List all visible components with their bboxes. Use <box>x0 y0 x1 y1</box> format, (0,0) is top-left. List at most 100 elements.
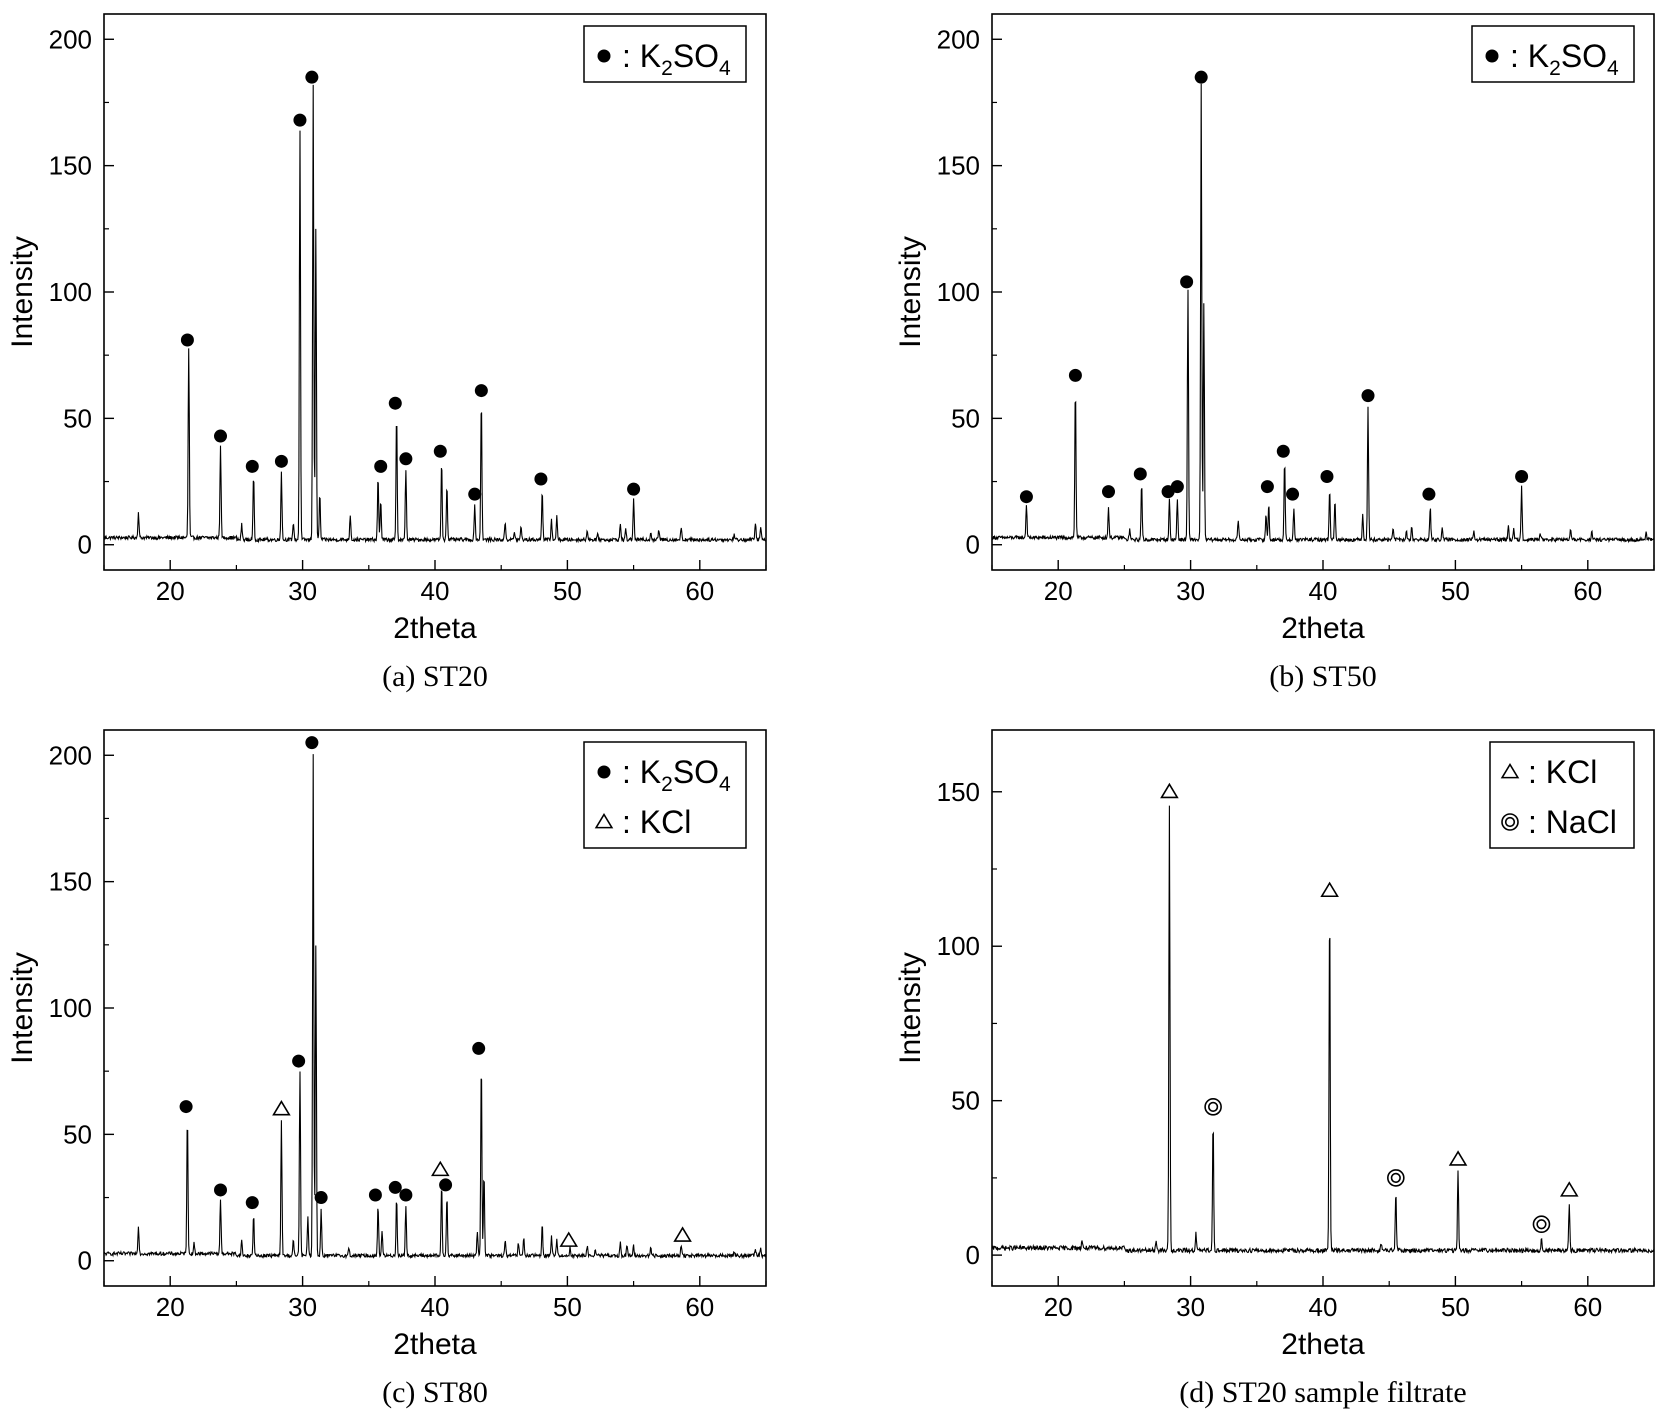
x-tick-label: 20 <box>156 576 185 606</box>
peak-marker-k2so4 <box>245 459 259 473</box>
legend-marker-kcl <box>594 812 614 829</box>
x-tick-label: 40 <box>1309 576 1338 606</box>
peak-marker-k2so4 <box>1276 444 1290 458</box>
x-tick-label: 50 <box>1441 576 1470 606</box>
peak-marker-k2so4 <box>1102 485 1116 499</box>
legend-label-kcl: : KCl <box>622 804 691 840</box>
x-tick-label: 20 <box>1044 576 1073 606</box>
x-tick-label: 20 <box>156 1292 185 1322</box>
peak-marker-k2so4 <box>245 1196 259 1210</box>
y-tick-label: 150 <box>49 867 92 897</box>
peak-marker-k2so4 <box>374 459 388 473</box>
peak-marker-kcl <box>431 1160 450 1177</box>
peak-marker-k2so4 <box>1019 490 1033 504</box>
y-tick-label: 200 <box>49 740 92 770</box>
peak-marker-k2so4 <box>314 1191 328 1205</box>
y-tick-label: 100 <box>937 277 980 307</box>
legend-label-k2so4: : K2SO4 <box>622 754 731 796</box>
y-axis-label: Intensity <box>894 952 927 1064</box>
peak-marker-kcl <box>272 1100 291 1116</box>
legend: : K2SO4 <box>1471 25 1635 83</box>
double-circle-inner <box>1504 816 1516 828</box>
peak-marker-kcl <box>673 1226 692 1242</box>
panel-caption: (b) ST50 <box>1269 660 1377 693</box>
peak-marker-k2so4 <box>534 472 548 486</box>
legend-box <box>1489 741 1635 849</box>
panel-caption: (a) ST20 <box>382 660 488 693</box>
peak-marker-k2so4 <box>388 1180 402 1194</box>
y-tick-label: 200 <box>49 24 92 54</box>
peak-marker-k2so4 <box>399 1188 413 1202</box>
x-tick-label: 50 <box>1441 1292 1470 1322</box>
y-tick-label: 150 <box>937 777 980 807</box>
y-tick-label: 0 <box>966 530 980 560</box>
x-tick-label: 60 <box>685 1292 714 1322</box>
peak-marker-k2so4 <box>214 429 228 443</box>
y-tick-label: 50 <box>951 403 980 433</box>
diffraction-trace <box>991 805 1655 1255</box>
y-axis-label: Intensity <box>894 236 927 348</box>
x-tick-label: 30 <box>288 1292 317 1322</box>
legend-label-k2so4: : K2SO4 <box>622 38 731 80</box>
peak-marker-k2so4 <box>474 384 488 398</box>
y-tick-label: 50 <box>63 1119 92 1149</box>
legend: : KCl: NaCl <box>1489 741 1635 849</box>
y-tick-label: 0 <box>966 1240 980 1270</box>
legend-box <box>1471 25 1635 83</box>
peak-marker-kcl <box>1559 1181 1579 1197</box>
peak-marker-k2so4 <box>1320 469 1334 483</box>
peak-marker-k2so4 <box>1361 389 1375 403</box>
double-circle-inner <box>1208 1101 1219 1112</box>
legend-label-kcl: : KCl <box>1528 754 1597 790</box>
peak-marker-k2so4 <box>1180 275 1194 289</box>
y-tick-label: 100 <box>937 931 980 961</box>
peak-marker-k2so4 <box>1170 480 1184 494</box>
plot-frame <box>103 13 767 571</box>
y-axis-label: Intensity <box>6 236 39 348</box>
peak-marker-k2so4 <box>388 396 402 410</box>
peak-marker-k2so4 <box>368 1188 382 1202</box>
x-tick-label: 30 <box>1176 1292 1205 1322</box>
double-circle-outer <box>1387 1169 1405 1187</box>
legend: : K2SO4 : KCl <box>583 741 747 849</box>
panel-c: 20 30 40 50 60 0 50 100 150 200 2theta Intensity (c)… <box>6 729 767 1409</box>
peak-marker-k2so4 <box>305 70 319 84</box>
legend-box <box>583 741 747 849</box>
panel-d: 20 30 40 50 60 0 50 100 150 2theta Intensity (d) ST… <box>894 729 1655 1409</box>
x-tick-label: 40 <box>421 576 450 606</box>
y-axis-label: Intensity <box>6 952 39 1064</box>
x-tick-label: 60 <box>1573 1292 1602 1322</box>
y-tick-label: 0 <box>78 530 92 560</box>
x-axis-label: 2theta <box>1281 1328 1365 1361</box>
peak-marker-k2so4 <box>180 333 194 347</box>
legend-marker-k2so4 <box>1485 49 1499 63</box>
legend-marker-k2so4 <box>597 49 611 63</box>
peak-marker-k2so4 <box>399 452 413 466</box>
x-tick-label: 20 <box>1044 1292 1073 1322</box>
peak-marker-kcl <box>559 1231 579 1247</box>
peak-marker-k2so4 <box>293 113 307 127</box>
y-tick-label: 50 <box>63 403 92 433</box>
double-circle-outer <box>1532 1215 1551 1234</box>
diffraction-trace <box>991 83 1655 544</box>
legend: : K2SO4 <box>583 25 747 83</box>
y-tick-label: 100 <box>49 993 92 1023</box>
panel-b: 20 30 40 50 60 0 50 100 150 200 2theta Intensity (b)… <box>894 13 1655 693</box>
peak-marker-k2so4 <box>1068 368 1082 382</box>
legend-label-k2so4: : K2SO4 <box>1510 38 1619 80</box>
x-axis-label: 2theta <box>393 612 477 645</box>
peak-marker-k2so4 <box>627 482 641 496</box>
panel-caption: (c) ST80 <box>382 1376 488 1409</box>
y-tick-label: 0 <box>78 1246 92 1276</box>
double-circle-outer <box>1204 1098 1222 1116</box>
y-tick-label: 150 <box>937 151 980 181</box>
double-circle-inner <box>1536 1219 1547 1230</box>
panel-a: 20 30 40 50 60 0 50 100 150 200 2theta Intensity (a)… <box>6 13 767 693</box>
peak-marker-k2so4 <box>1286 487 1300 501</box>
double-circle-outer <box>1501 813 1519 831</box>
y-tick-label: 100 <box>49 277 92 307</box>
peak-marker-k2so4 <box>1515 469 1529 483</box>
peak-marker-nacl <box>1204 1098 1222 1116</box>
x-tick-label: 30 <box>1176 576 1205 606</box>
